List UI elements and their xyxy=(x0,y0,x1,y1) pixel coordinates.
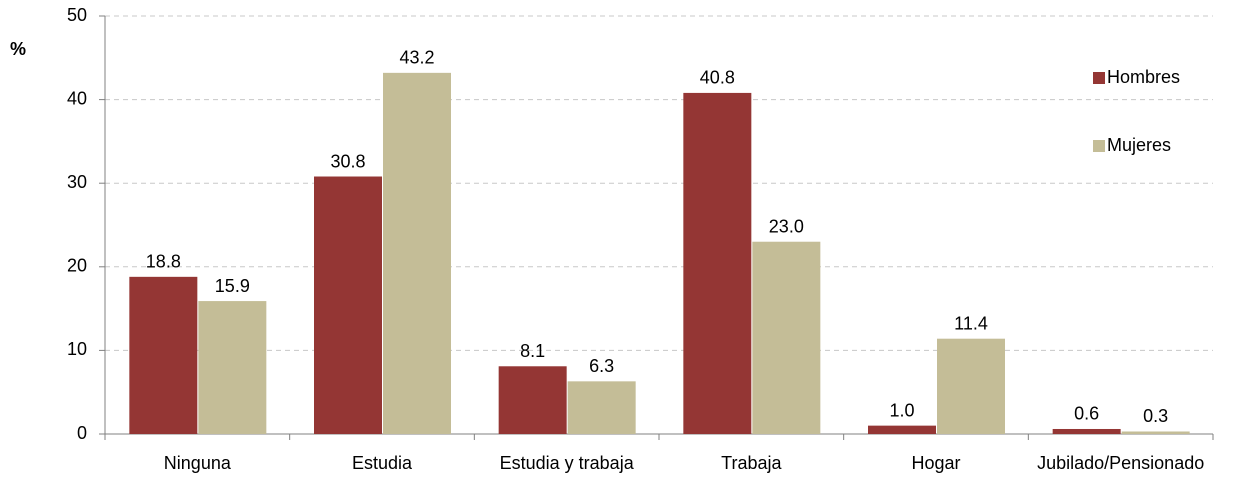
y-tick-label: 0 xyxy=(77,423,87,443)
bar xyxy=(1121,431,1190,434)
y-axis-label: % xyxy=(10,39,26,59)
data-label: 23.0 xyxy=(769,216,804,236)
bar xyxy=(498,366,567,434)
bar xyxy=(683,92,752,435)
data-label: 15.9 xyxy=(215,276,250,296)
y-tick-label: 20 xyxy=(67,256,87,276)
bar xyxy=(937,338,1005,434)
data-label: 0.6 xyxy=(1074,404,1099,424)
bar xyxy=(1052,428,1121,434)
legend-swatch xyxy=(1093,140,1105,152)
y-tick-label: 50 xyxy=(67,5,87,25)
data-label: 11.4 xyxy=(954,313,988,333)
legend-swatch xyxy=(1093,72,1105,84)
x-tick-label: Jubilado/Pensionado xyxy=(1037,453,1204,473)
bar xyxy=(752,241,821,434)
data-label: 30.8 xyxy=(330,151,365,171)
x-tick-label: Estudia xyxy=(352,453,413,473)
x-tick-label: Estudia y trabaja xyxy=(500,453,635,473)
y-tick-label: 10 xyxy=(67,339,87,359)
legend-label: Mujeres xyxy=(1107,135,1171,155)
x-tick-label: Trabaja xyxy=(721,453,782,473)
legend-label: Hombres xyxy=(1107,67,1180,87)
data-label: 1.0 xyxy=(889,400,914,420)
data-label: 8.1 xyxy=(520,341,545,361)
bar xyxy=(198,301,267,434)
bar xyxy=(868,425,936,434)
bar xyxy=(314,176,382,434)
x-tick-label: Hogar xyxy=(911,453,960,473)
data-label: 40.8 xyxy=(700,68,735,88)
y-tick-label: 30 xyxy=(67,172,87,192)
y-tick-label: 40 xyxy=(67,88,87,108)
bar xyxy=(383,72,451,435)
data-label: 6.3 xyxy=(589,356,614,376)
data-label: 0.3 xyxy=(1143,406,1168,426)
data-label: 43.2 xyxy=(399,48,434,68)
bar xyxy=(567,381,636,434)
bar xyxy=(129,276,198,434)
data-label: 18.8 xyxy=(146,252,181,272)
x-tick-label: Ninguna xyxy=(164,453,232,473)
